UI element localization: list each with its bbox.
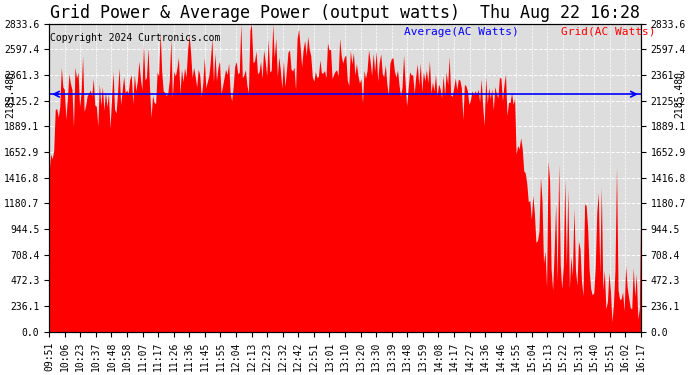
Text: 2185.480: 2185.480 xyxy=(675,70,684,118)
Title: Grid Power & Average Power (output watts)  Thu Aug 22 16:28: Grid Power & Average Power (output watts… xyxy=(50,4,640,22)
Text: Grid(AC Watts): Grid(AC Watts) xyxy=(561,27,655,37)
Text: Average(AC Watts): Average(AC Watts) xyxy=(404,27,519,37)
Text: 2185.480: 2185.480 xyxy=(6,70,15,118)
Text: Copyright 2024 Curtronics.com: Copyright 2024 Curtronics.com xyxy=(50,33,220,43)
